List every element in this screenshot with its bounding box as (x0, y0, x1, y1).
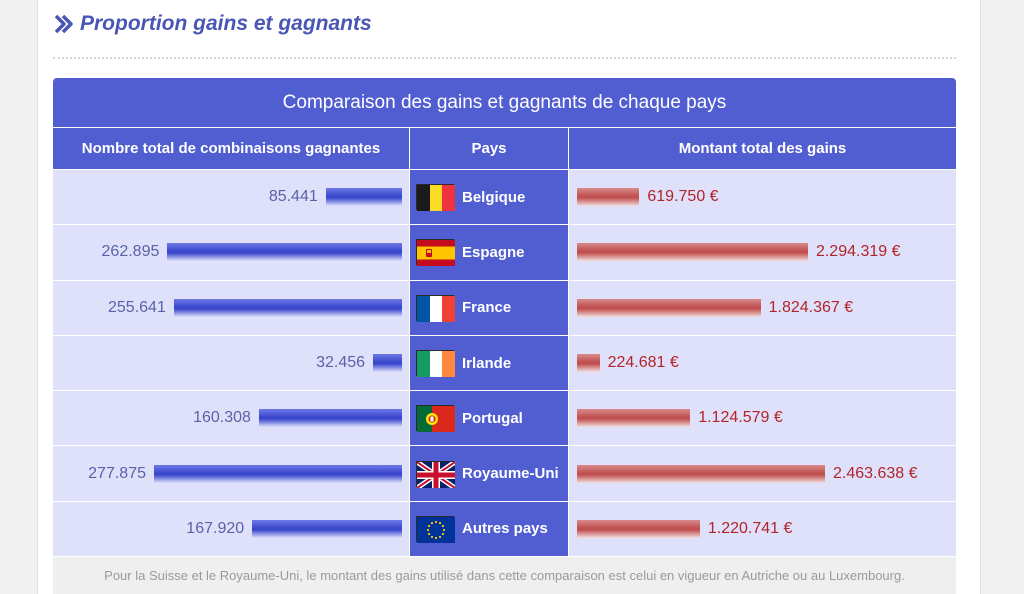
country-name: Royaume-Uni (462, 465, 559, 483)
section-header: Proportion gains et gagnants (52, 8, 372, 40)
header-amount: Montant total des gains (678, 140, 847, 157)
amount-value: 1.124.579 € (698, 409, 783, 427)
amount-cell: 224.681 € (569, 335, 956, 391)
winners-cell: 85.441 (53, 170, 409, 225)
winners-cell: 277.875 (53, 446, 409, 501)
table-row: 160.308 Portugal 1.124.579 € (53, 391, 956, 447)
table-row: 262.895 Espagne 2.294.319 € (53, 225, 956, 281)
flag-france-icon (416, 294, 455, 322)
flag-ireland-icon (416, 350, 455, 378)
flag-belgium-icon (416, 184, 455, 212)
flag-spain-icon (416, 239, 455, 267)
amount-bar (577, 464, 825, 483)
country-cell: Autres pays (409, 501, 569, 557)
amount-value: 1.220.741 € (707, 519, 793, 537)
winners-cell: 32.456 (53, 335, 409, 391)
table-row: 277.875 Royaume-Uni 2.463.638 € (53, 446, 956, 502)
table-row: 167.920 Autres pays 1.220.741 € (53, 501, 956, 558)
amount-bar (577, 354, 600, 373)
country-cell: Royaume-Uni (409, 446, 569, 501)
table-row: 32.456 Irlande 224.681 € (53, 335, 956, 392)
header-winners: Nombre total de combinaisons gagnantes (81, 140, 381, 157)
chevron-right-icon (54, 14, 73, 34)
table-body: 85.441 Belgique 619.750 € 262.895 Espagne 2.2… (53, 170, 956, 558)
winners-value: 262.895 (101, 243, 160, 261)
country-cell: Irlande (409, 335, 569, 391)
country-name: France (462, 299, 512, 317)
amount-bar (577, 409, 691, 428)
amount-cell: 1.124.579 € (569, 391, 956, 446)
winners-value: 167.920 (186, 519, 245, 537)
winners-bar (325, 188, 402, 207)
amount-value: 2.294.319 € (815, 243, 901, 261)
table-title: Comparaison des gains et gagnants de cha… (53, 78, 956, 128)
amount-bar (577, 298, 761, 317)
flag-portugal-icon (416, 405, 455, 433)
country-name: Belgique (462, 188, 526, 206)
table-row: 255.641 France 1.824.367 € (53, 280, 956, 336)
amount-bar (577, 243, 808, 262)
header-country: Pays (409, 128, 569, 169)
amount-cell: 619.750 € (569, 170, 956, 225)
table-row: 85.441 Belgique 619.750 € (53, 170, 956, 226)
flag-uk-icon (415, 459, 457, 490)
amount-cell: 1.220.741 € (569, 501, 956, 557)
winners-value: 160.308 (193, 409, 251, 427)
country-cell: Espagne (409, 225, 569, 280)
amount-bar (577, 519, 700, 538)
country-cell: France (409, 280, 569, 335)
amount-value: 619.750 € (647, 188, 719, 206)
table-footnote: Pour la Suisse et le Royaume-Uni, le mon… (104, 567, 905, 583)
winners-value: 85.441 (268, 188, 318, 206)
winners-cell: 255.641 (53, 280, 409, 335)
winners-bar (373, 354, 402, 373)
country-name: Portugal (462, 409, 523, 427)
content-panel: Proportion gains et gagnants Comparaison… (37, 0, 981, 594)
winners-cell: 262.895 (53, 225, 409, 280)
country-name: Espagne (462, 243, 525, 261)
winners-bar (258, 409, 402, 428)
amount-cell: 2.463.638 € (569, 446, 956, 501)
winners-bar (252, 519, 402, 538)
amount-value: 2.463.638 € (833, 464, 918, 482)
amount-value: 1.824.367 € (768, 298, 854, 316)
winners-bar (154, 464, 402, 483)
comparison-table: Comparaison des gains et gagnants de cha… (53, 78, 956, 594)
table-header-row: Nombre total de combinaisons gagnantes P… (53, 128, 956, 170)
winners-value: 255.641 (108, 298, 166, 316)
country-name: Irlande (462, 354, 512, 372)
dotted-divider (53, 57, 956, 59)
country-cell: Belgique (409, 170, 569, 225)
section-title: Proportion gains et gagnants (80, 12, 372, 35)
country-name: Autres pays (462, 520, 548, 538)
country-cell: Portugal (409, 391, 569, 446)
flag-eu-icon (416, 515, 455, 543)
winners-cell: 167.920 (53, 501, 409, 557)
winners-bar (173, 298, 402, 317)
amount-cell: 1.824.367 € (569, 280, 956, 335)
winners-bar (167, 243, 402, 262)
winners-value: 32.456 (316, 354, 366, 372)
amount-bar (577, 188, 640, 207)
winners-value: 277.875 (88, 464, 146, 482)
amount-cell: 2.294.319 € (569, 225, 956, 280)
winners-cell: 160.308 (53, 391, 409, 446)
amount-value: 224.681 € (607, 354, 679, 372)
